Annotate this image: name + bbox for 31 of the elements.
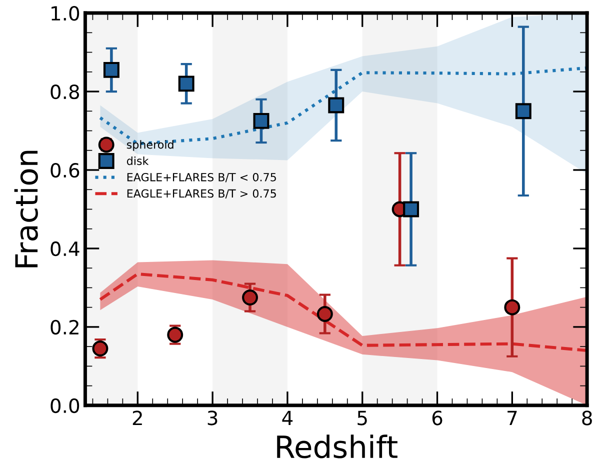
y-tick-label: 0.8 bbox=[50, 84, 80, 100]
point bbox=[328, 97, 344, 114]
point bbox=[253, 112, 270, 129]
y-tick-label: 0.4 bbox=[50, 241, 80, 256]
x-tick-label: 3 bbox=[208, 410, 218, 426]
point bbox=[178, 76, 194, 92]
point bbox=[167, 326, 184, 343]
point bbox=[515, 103, 532, 120]
x-tick-label: 8 bbox=[582, 410, 592, 426]
point bbox=[92, 340, 108, 357]
y-tick-label: 1.0 bbox=[52, 6, 80, 21]
line-series bbox=[98, 272, 588, 352]
y-tick-label: 0.0 bbox=[50, 398, 80, 414]
legend-label: EAGLE+FLARES B/T < 0.75 bbox=[127, 172, 276, 182]
x-tick-label: 2 bbox=[132, 410, 142, 426]
y-tick-label: 0.6 bbox=[50, 162, 80, 178]
point bbox=[403, 201, 420, 218]
x-tick-label: 4 bbox=[282, 410, 293, 426]
point bbox=[316, 306, 333, 322]
y-tick-label: 0.2 bbox=[50, 320, 78, 335]
legend-label: spheroid bbox=[126, 140, 174, 151]
x-tick-label: 7 bbox=[508, 410, 517, 426]
y-axis-title: Fraction bbox=[14, 150, 38, 268]
point bbox=[504, 299, 520, 316]
x-tick-label: 6 bbox=[432, 410, 442, 426]
legend-label: EAGLE+FLARES B/T > 0.75 bbox=[127, 189, 276, 199]
point bbox=[242, 290, 258, 306]
x-tick-label: 5 bbox=[358, 410, 367, 426]
legend-label: disk bbox=[126, 156, 149, 166]
point bbox=[103, 62, 120, 78]
x-axis-title: Redshift bbox=[277, 434, 398, 458]
